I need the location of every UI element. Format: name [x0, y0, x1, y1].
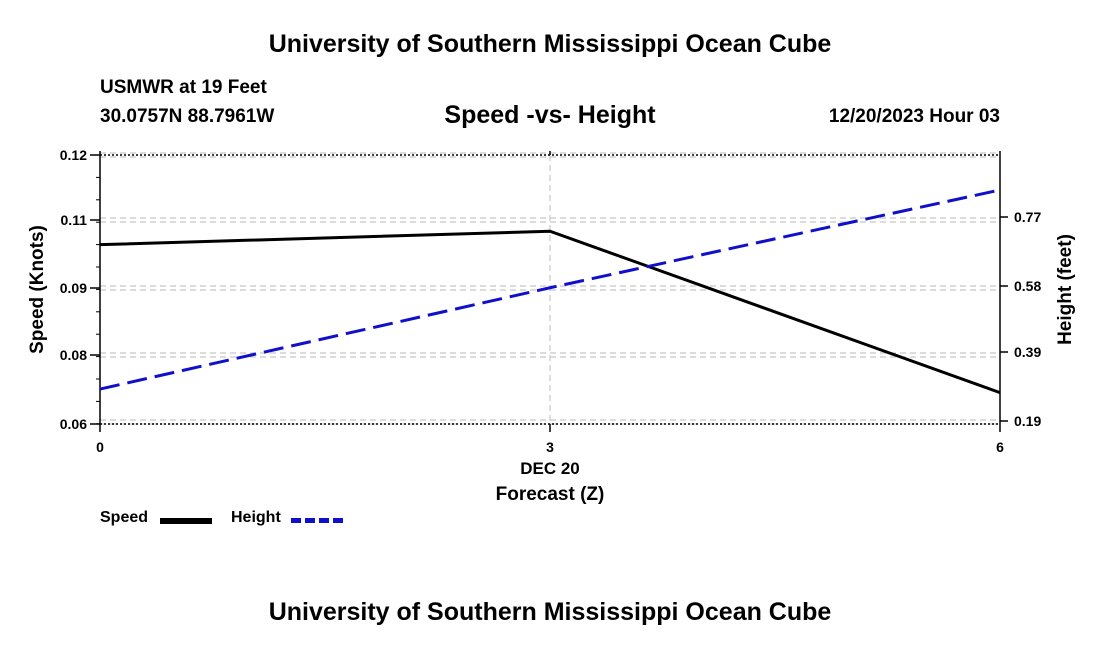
- x-tick-label: 3: [546, 439, 554, 455]
- y-left-tick-label: 0.12: [60, 147, 87, 163]
- x-tick-label: 0: [96, 439, 104, 455]
- x-axis-title: Forecast (Z): [496, 484, 605, 505]
- legend-height-swatch: [291, 518, 343, 523]
- x-tick-label: 6: [996, 439, 1004, 455]
- y-right-tick-label: 0.58: [1014, 278, 1041, 294]
- y-right-tick-label: 0.77: [1014, 209, 1041, 225]
- y-right-axis-title: Height (feet): [1055, 234, 1076, 345]
- y-left-axis-title: Speed (Knots): [27, 225, 48, 354]
- station-label: USMWR at 19 Feet: [100, 77, 267, 98]
- legend-height-label: Height: [231, 509, 281, 526]
- x-axis-date-label: DEC 20: [520, 459, 580, 478]
- legend-speed-swatch: [160, 518, 212, 524]
- y-right-tick-label: 0.19: [1014, 413, 1041, 429]
- org-title: University of Southern Mississippi Ocean…: [268, 30, 832, 58]
- legend-speed-label: Speed: [100, 509, 149, 526]
- forecast-datetime: 12/20/2023 Hour 03: [828, 106, 1000, 127]
- y-right-tick-label: 0.39: [1014, 344, 1041, 360]
- chart-title: Speed -vs- Height: [444, 101, 656, 129]
- y-left-tick-label: 0.08: [60, 347, 87, 363]
- y-left-tick-label: 0.11: [61, 212, 88, 228]
- station-coordinates: 30.0757N 88.7961W: [100, 106, 275, 127]
- footer-org-title: University of Southern Mississippi Ocean…: [268, 598, 832, 626]
- y-left-tick-label: 0.09: [60, 280, 87, 296]
- y-left-tick-label: 0.06: [60, 416, 87, 432]
